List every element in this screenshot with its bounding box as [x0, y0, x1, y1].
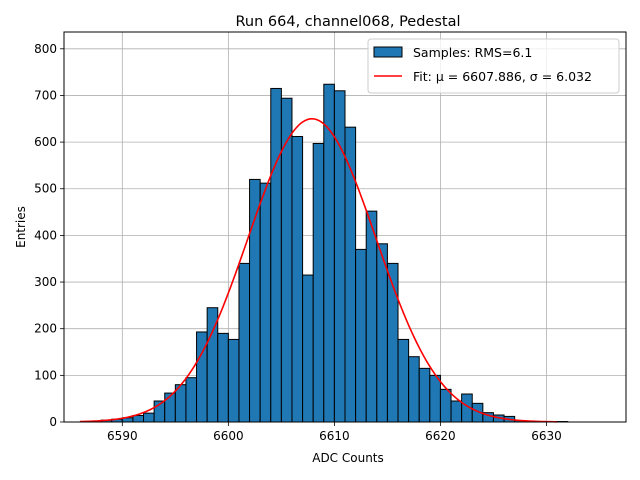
histogram-bar [132, 414, 145, 423]
x-axis-ticks: 6590 6600 6610 6620 6630 [107, 422, 562, 443]
y-tick-label: 800 [34, 42, 57, 56]
x-tick-label: 6600 [213, 429, 244, 443]
histogram-bar [365, 210, 378, 423]
y-axis-label: Entries [14, 206, 28, 248]
x-axis-label: ADC Counts [312, 451, 384, 465]
legend-label-samples: Samples: RMS=6.1 [413, 45, 532, 60]
y-tick-label: 200 [34, 322, 57, 336]
histogram-bars [90, 83, 569, 423]
histogram-bar [291, 135, 304, 423]
legend: Samples: RMS=6.1 Fit: μ = 6607.886, σ = … [367, 38, 620, 94]
x-tick-label: 6590 [107, 429, 138, 443]
x-tick-label: 6620 [425, 429, 456, 443]
y-tick-label: 400 [34, 228, 57, 242]
histogram-bar [164, 392, 176, 423]
histogram-bar [439, 388, 452, 423]
histogram-bar [185, 377, 198, 423]
histogram-bar [302, 274, 314, 423]
histogram-bar [227, 338, 240, 423]
histogram-bar [418, 367, 431, 423]
histogram-bar [270, 87, 282, 423]
legend-label-fit: Fit: μ = 6607.886, σ = 6.032 [413, 69, 592, 84]
y-tick-label: 700 [34, 88, 57, 102]
chart-title: Run 664, channel068, Pedestal [235, 14, 460, 30]
y-tick-label: 500 [34, 182, 57, 196]
histogram-bar [249, 178, 261, 423]
y-axis-ticks: 0 100 200 300 400 500 600 700 800 [34, 42, 64, 429]
histogram-bar [312, 142, 325, 423]
legend-swatch-samples [373, 46, 403, 58]
plot-frame [63, 31, 627, 423]
histogram-bar [344, 126, 357, 423]
histogram-bar [217, 332, 229, 423]
histogram-bar [408, 356, 420, 423]
histogram-bar [429, 374, 441, 423]
fit-curve [79, 117, 558, 423]
y-tick-label: 100 [34, 368, 57, 382]
histogram-bar [376, 243, 388, 423]
y-tick-label: 0 [49, 415, 57, 429]
histogram-bar [397, 338, 410, 423]
y-tick-label: 600 [34, 135, 57, 149]
histogram-bar [143, 412, 155, 423]
x-tick-label: 6610 [319, 429, 350, 443]
histogram-bar [259, 182, 272, 423]
histogram-bar [355, 248, 367, 423]
x-tick-label: 6630 [531, 429, 562, 443]
histogram-bar [450, 400, 463, 423]
y-tick-label: 300 [34, 275, 57, 289]
legend-box [367, 38, 620, 94]
histogram-bar [238, 262, 251, 423]
